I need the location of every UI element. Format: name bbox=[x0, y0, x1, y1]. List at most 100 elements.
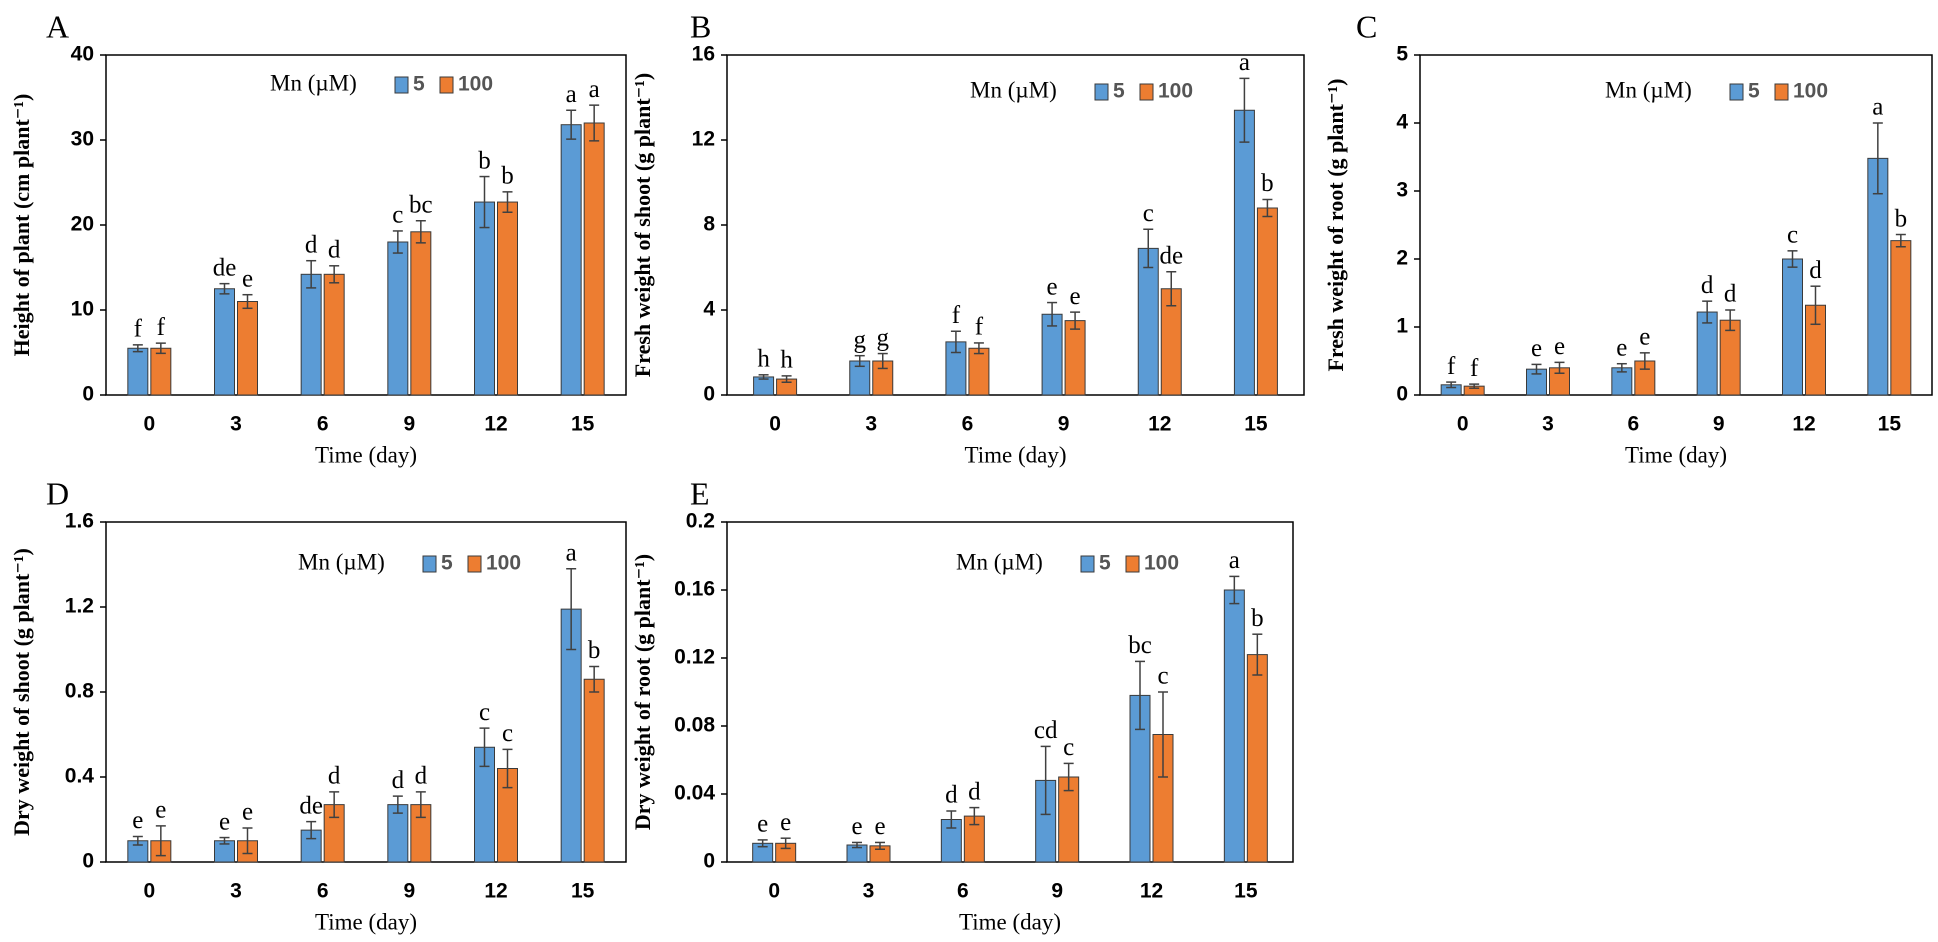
x-tick-label: 9 bbox=[403, 880, 415, 903]
x-tick-label: 3 bbox=[230, 413, 242, 436]
x-tick-label: 3 bbox=[1542, 413, 1554, 436]
significance-label: e bbox=[780, 809, 791, 836]
bar-100-12 bbox=[497, 201, 518, 396]
bar-100-9 bbox=[1064, 320, 1086, 396]
significance-label: b bbox=[501, 163, 514, 190]
panel-B: B 0 4 8 12 16 0 3 6 9 12 15 Time (day) Fresh weight o… bbox=[630, 8, 1305, 467]
x-tick-label: 12 bbox=[1140, 880, 1163, 903]
legend-label-5: 5 bbox=[1099, 552, 1111, 575]
significance-label: de bbox=[213, 254, 237, 281]
y-tick-label: 12 bbox=[692, 128, 715, 151]
y-tick-label: 0.4 bbox=[65, 765, 95, 788]
bar-100-15 bbox=[1890, 240, 1912, 396]
significance-label: e bbox=[757, 811, 768, 838]
bar-5-15 bbox=[1233, 109, 1255, 396]
significance-label: c bbox=[392, 202, 403, 229]
y-tick-label: 30 bbox=[71, 128, 94, 151]
y-tick-label: 0 bbox=[703, 850, 715, 873]
significance-label: c bbox=[1787, 222, 1798, 249]
legend-label-5: 5 bbox=[1113, 80, 1125, 103]
bar-5-12 bbox=[474, 201, 495, 396]
y-tick-label: 0 bbox=[1396, 383, 1408, 406]
x-tick-label: 15 bbox=[1878, 413, 1902, 436]
panel-letter: E bbox=[690, 475, 710, 511]
bar-5-12 bbox=[1782, 258, 1803, 396]
y-tick-label: 2 bbox=[1396, 247, 1408, 270]
legend-swatch-5 bbox=[1080, 555, 1095, 573]
y-tick-label: 0.04 bbox=[674, 782, 715, 805]
bar-100-15 bbox=[583, 678, 605, 863]
legend-swatch-100 bbox=[1139, 83, 1154, 101]
significance-label: e bbox=[851, 813, 862, 840]
x-axis-label: Time (day) bbox=[1625, 442, 1727, 467]
significance-label: b bbox=[478, 147, 491, 174]
significance-label: e bbox=[1616, 334, 1627, 361]
y-tick-label: 0.16 bbox=[674, 578, 715, 601]
significance-label: f bbox=[134, 316, 143, 343]
x-tick-label: 6 bbox=[317, 880, 329, 903]
panel-letter: B bbox=[690, 8, 711, 44]
x-tick-label: 0 bbox=[143, 880, 155, 903]
significance-label: d bbox=[328, 237, 341, 264]
legend-title: Mn (µM) bbox=[970, 77, 1057, 102]
x-tick-label: 3 bbox=[865, 413, 877, 436]
x-tick-label: 0 bbox=[769, 413, 781, 436]
x-axis-label: Time (day) bbox=[959, 909, 1061, 934]
legend-swatch-100 bbox=[1774, 83, 1789, 101]
x-tick-label: 9 bbox=[1058, 413, 1070, 436]
significance-label: e bbox=[1554, 333, 1565, 360]
x-tick-label: 0 bbox=[768, 880, 780, 903]
significance-label: d bbox=[1809, 257, 1822, 284]
legend-swatch-100 bbox=[467, 555, 482, 573]
significance-label: b bbox=[1251, 605, 1264, 632]
x-tick-label: 6 bbox=[962, 413, 974, 436]
y-tick-label: 0 bbox=[82, 383, 94, 406]
significance-label: bc bbox=[1128, 632, 1152, 659]
legend-label-5: 5 bbox=[1748, 80, 1760, 103]
significance-label: f bbox=[975, 314, 984, 341]
significance-label: d bbox=[968, 778, 981, 805]
plot-frame bbox=[105, 54, 627, 396]
x-tick-label: 15 bbox=[571, 413, 595, 436]
x-tick-label: 0 bbox=[1457, 413, 1469, 436]
y-tick-label: 0.2 bbox=[686, 510, 715, 533]
significance-label: b bbox=[1261, 170, 1274, 197]
legend-title: Mn (µM) bbox=[956, 549, 1043, 574]
x-tick-label: 3 bbox=[863, 880, 875, 903]
significance-label: a bbox=[1229, 547, 1240, 574]
bar-100-15 bbox=[583, 122, 605, 396]
y-tick-label: 40 bbox=[71, 43, 94, 66]
bar-5-15 bbox=[560, 124, 582, 396]
panel-E: E 0 0.04 0.08 0.12 0.16 0.2 0 3 6 9 12 15 Time (day) D… bbox=[630, 475, 1294, 934]
bar-100-6 bbox=[323, 273, 345, 396]
y-tick-label: 5 bbox=[1396, 43, 1408, 66]
y-tick-label: 1 bbox=[1396, 315, 1408, 338]
significance-label: d bbox=[328, 763, 341, 790]
x-tick-label: 15 bbox=[1244, 413, 1268, 436]
significance-label: c bbox=[479, 699, 490, 726]
y-tick-label: 3 bbox=[1396, 179, 1408, 202]
bar-100-0 bbox=[150, 347, 172, 396]
y-axis-label: Dry weight of root (g plant⁻¹) bbox=[630, 554, 655, 830]
x-tick-label: 15 bbox=[571, 880, 595, 903]
y-axis-label: Dry weight of shoot (g plant⁻¹) bbox=[9, 548, 34, 836]
significance-label: a bbox=[1239, 49, 1250, 76]
x-tick-label: 9 bbox=[403, 413, 415, 436]
significance-label: f bbox=[1470, 355, 1479, 382]
bar-5-15 bbox=[1223, 589, 1245, 863]
x-tick-label: 3 bbox=[230, 880, 242, 903]
x-axis-label: Time (day) bbox=[315, 909, 417, 934]
y-tick-label: 8 bbox=[703, 213, 715, 236]
y-tick-label: 4 bbox=[703, 298, 715, 321]
bar-100-6 bbox=[968, 347, 990, 396]
significance-label: b bbox=[588, 637, 601, 664]
bar-5-12 bbox=[1137, 247, 1159, 396]
y-tick-label: 16 bbox=[692, 43, 715, 66]
significance-label: e bbox=[155, 797, 166, 824]
x-tick-label: 12 bbox=[484, 880, 507, 903]
legend-label-5: 5 bbox=[413, 73, 425, 96]
significance-label: e bbox=[1531, 335, 1542, 362]
significance-label: h bbox=[780, 347, 793, 374]
significance-label: c bbox=[1063, 734, 1074, 761]
